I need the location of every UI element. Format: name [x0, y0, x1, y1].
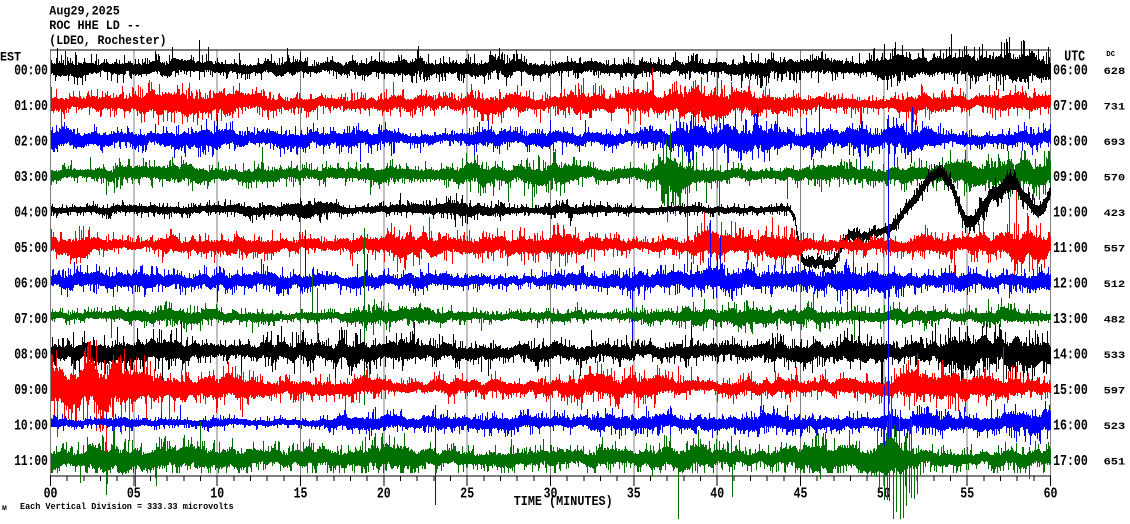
svg-text:TIME (MINUTES): TIME (MINUTES)	[514, 494, 613, 510]
svg-text:06:00: 06:00	[1053, 64, 1088, 80]
svg-text:01:00: 01:00	[14, 99, 48, 115]
svg-text:07:00: 07:00	[1053, 99, 1088, 115]
svg-text:06:00: 06:00	[14, 277, 48, 293]
svg-text:45: 45	[794, 486, 808, 502]
svg-text:30: 30	[544, 486, 558, 502]
svg-text:55: 55	[960, 486, 974, 502]
svg-text:09:00: 09:00	[14, 383, 48, 399]
svg-text:533: 533	[1104, 350, 1126, 362]
svg-text:10: 10	[210, 486, 224, 502]
svg-text:05:00: 05:00	[14, 241, 48, 257]
svg-text:693: 693	[1104, 137, 1126, 149]
svg-text:08:00: 08:00	[1053, 135, 1088, 151]
svg-text:523: 523	[1104, 421, 1126, 433]
svg-text:423: 423	[1104, 208, 1126, 220]
svg-text:628: 628	[1104, 66, 1126, 78]
svg-text:10:00: 10:00	[14, 419, 48, 435]
svg-text:597: 597	[1104, 386, 1126, 398]
svg-text:570: 570	[1104, 173, 1126, 185]
svg-text:07:00: 07:00	[14, 312, 48, 328]
svg-text:DC: DC	[1106, 51, 1115, 59]
svg-text:16:00: 16:00	[1053, 419, 1088, 435]
svg-text:Each Vertical Division = 333.: Each Vertical Division = 333.33 microvol…	[20, 501, 234, 512]
svg-text:20: 20	[377, 486, 391, 502]
svg-text:04:00: 04:00	[14, 206, 48, 222]
svg-text:Aug29,2025: Aug29,2025	[49, 5, 120, 19]
svg-text:15:00: 15:00	[1053, 383, 1088, 399]
svg-text:35: 35	[627, 486, 641, 502]
svg-text:12:00: 12:00	[1053, 277, 1088, 293]
svg-text:25: 25	[460, 486, 474, 502]
svg-text:08:00: 08:00	[14, 348, 48, 364]
svg-text:03:00: 03:00	[14, 170, 48, 186]
svg-text:м: м	[2, 504, 7, 513]
svg-text:00: 00	[44, 486, 58, 502]
svg-text:EST: EST	[0, 50, 22, 64]
svg-text:60: 60	[1044, 486, 1058, 502]
svg-text:11:00: 11:00	[14, 454, 48, 470]
svg-text:40: 40	[710, 486, 724, 502]
svg-text:13:00: 13:00	[1053, 312, 1088, 328]
svg-text:11:00: 11:00	[1053, 241, 1088, 257]
svg-text:02:00: 02:00	[14, 135, 48, 151]
svg-text:17:00: 17:00	[1053, 454, 1088, 470]
svg-text:50: 50	[877, 486, 891, 502]
svg-text:482: 482	[1104, 315, 1126, 327]
svg-text:557: 557	[1104, 244, 1126, 256]
svg-text:(LDEO, Rochester): (LDEO, Rochester)	[49, 34, 166, 48]
svg-text:09:00: 09:00	[1053, 170, 1088, 186]
svg-text:512: 512	[1104, 279, 1126, 291]
svg-text:05: 05	[127, 486, 141, 502]
svg-text:14:00: 14:00	[1053, 348, 1088, 364]
svg-text:15: 15	[294, 486, 308, 502]
svg-text:651: 651	[1104, 457, 1126, 469]
svg-text:UTC: UTC	[1064, 49, 1085, 65]
svg-text:00:00: 00:00	[14, 64, 48, 80]
svg-text:731: 731	[1104, 102, 1126, 114]
svg-text:10:00: 10:00	[1053, 206, 1088, 222]
svg-text:ROC HHE LD --: ROC HHE LD --	[49, 19, 141, 33]
